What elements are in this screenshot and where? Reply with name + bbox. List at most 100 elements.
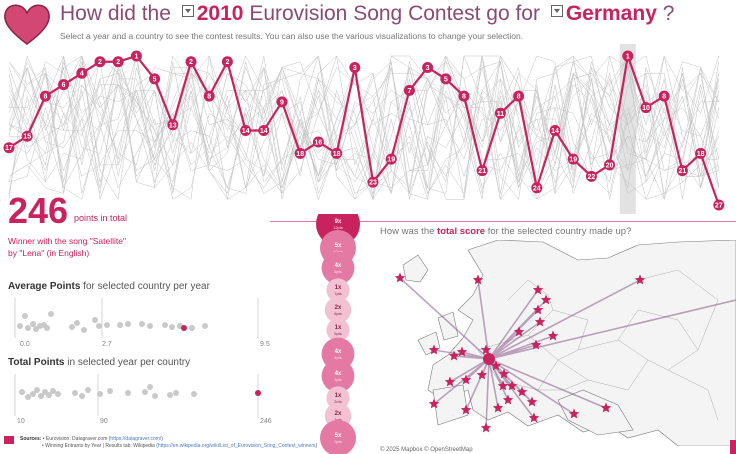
rank-point[interactable] xyxy=(294,147,306,159)
country-star-icon[interactable] xyxy=(506,380,518,391)
rank-point[interactable] xyxy=(676,165,688,177)
rank-point[interactable] xyxy=(531,182,543,194)
country-star-icon[interactable] xyxy=(532,284,544,295)
rank-point[interactable] xyxy=(422,61,434,73)
country-star-icon[interactable] xyxy=(534,316,546,327)
rank-point[interactable] xyxy=(3,142,15,154)
europe-vote-map[interactable] xyxy=(378,240,736,446)
winner-song: Winner with the song "Satellite" xyxy=(8,236,127,246)
country-selector[interactable]: Germany xyxy=(565,2,657,25)
rank-point[interactable] xyxy=(567,153,579,165)
country-star-icon[interactable] xyxy=(394,272,406,283)
rank-point[interactable] xyxy=(513,90,525,102)
country-star-icon[interactable] xyxy=(460,374,472,385)
rank-point[interactable] xyxy=(21,130,33,142)
rank-point[interactable] xyxy=(349,61,361,73)
rank-point[interactable] xyxy=(622,50,634,62)
rank-point[interactable] xyxy=(276,96,288,108)
rank-point[interactable] xyxy=(240,125,252,136)
rank-point[interactable] xyxy=(331,147,343,159)
country-star-icon[interactable] xyxy=(456,346,468,357)
rank-point[interactable] xyxy=(440,73,452,85)
country-star-icon[interactable] xyxy=(526,396,538,407)
year-selector[interactable]: 2010 xyxy=(196,2,244,25)
rank-point[interactable] xyxy=(640,102,652,114)
rank-point[interactable] xyxy=(112,56,124,68)
country-star-icon[interactable] xyxy=(528,412,540,423)
country-star-icon[interactable] xyxy=(540,294,552,305)
avg-tick-1: 2.7 xyxy=(102,341,112,348)
source-link-wikipedia[interactable]: https://en.wikipedia.org/wiki/List_of_Eu… xyxy=(157,443,316,449)
country-star-icon[interactable] xyxy=(480,344,492,355)
rank-point[interactable] xyxy=(58,79,70,91)
country-star-icon[interactable] xyxy=(530,339,542,350)
country-star-icon[interactable] xyxy=(568,408,580,419)
country-star-icon[interactable] xyxy=(532,304,544,315)
rank-point[interactable] xyxy=(658,90,670,102)
country-star-icon[interactable] xyxy=(497,380,509,391)
points-breakdown-column[interactable]: 9x12pts5x10pts4x8pts1x7pts2x6pts1x5pts4x… xyxy=(300,214,380,454)
footer-logo-icon xyxy=(4,436,14,444)
rank-point[interactable] xyxy=(39,90,51,102)
country-star-icon[interactable] xyxy=(428,398,440,409)
country-star-icon[interactable] xyxy=(448,350,460,361)
rank-point[interactable] xyxy=(458,90,470,102)
rank-point[interactable] xyxy=(130,50,142,62)
rank-point[interactable] xyxy=(203,90,215,102)
rank-point[interactable] xyxy=(367,176,379,188)
rank-point[interactable] xyxy=(403,84,415,96)
country-star-icon[interactable] xyxy=(502,394,514,405)
country-dropdown-icon[interactable] xyxy=(550,5,563,17)
avg-points-strip[interactable]: 0.0 2.7 9.5 xyxy=(0,296,280,350)
country-star-icon[interactable] xyxy=(634,274,646,285)
country-star-icon[interactable] xyxy=(513,326,525,337)
rank-point[interactable] xyxy=(258,125,270,136)
country-star-icon[interactable] xyxy=(492,402,504,413)
avg-points-selected-dot[interactable] xyxy=(181,325,187,331)
rank-point[interactable] xyxy=(76,67,88,79)
rank-point[interactable] xyxy=(476,165,488,177)
country-star-icon[interactable] xyxy=(476,369,488,380)
rank-point[interactable] xyxy=(221,56,233,68)
total-points-dots[interactable] xyxy=(19,384,197,400)
country-star-icon[interactable] xyxy=(480,422,492,433)
rank-point[interactable] xyxy=(695,147,707,159)
total-points-selected-dot[interactable] xyxy=(255,390,261,396)
rank-point[interactable] xyxy=(94,56,106,68)
country-star-icon[interactable] xyxy=(600,402,612,413)
rank-point[interactable] xyxy=(549,125,561,136)
rank-point[interactable] xyxy=(167,119,179,131)
selected-country-marker[interactable] xyxy=(483,353,495,365)
avg-points-dots[interactable] xyxy=(17,311,208,333)
edge-tab[interactable] xyxy=(730,440,736,454)
rank-point[interactable] xyxy=(385,153,397,165)
rank-point[interactable] xyxy=(713,199,725,211)
points-unit: 1pts xyxy=(334,417,342,422)
country-star-icon[interactable] xyxy=(516,386,528,397)
year-dropdown-icon[interactable] xyxy=(181,5,194,17)
rank-point[interactable] xyxy=(604,159,616,171)
rank-point[interactable] xyxy=(149,73,161,85)
country-star-icon[interactable] xyxy=(472,274,484,285)
country-star-icon[interactable] xyxy=(547,330,559,341)
rank-point[interactable] xyxy=(185,56,197,68)
country-star-icon[interactable] xyxy=(460,404,472,415)
country-star-icon[interactable] xyxy=(428,344,440,355)
map-vote-stars[interactable] xyxy=(394,272,736,433)
source-link-datagraver[interactable]: https://datagraver.com/ xyxy=(110,436,162,442)
country-star-icon[interactable] xyxy=(444,376,456,387)
total-points-strip[interactable]: 10 90 246 xyxy=(0,372,280,428)
country-star-icon[interactable] xyxy=(490,360,502,371)
rank-point[interactable] xyxy=(494,107,506,119)
rank-point[interactable] xyxy=(585,170,597,182)
rank-point[interactable] xyxy=(312,136,324,148)
country-star-icon[interactable] xyxy=(498,368,510,379)
